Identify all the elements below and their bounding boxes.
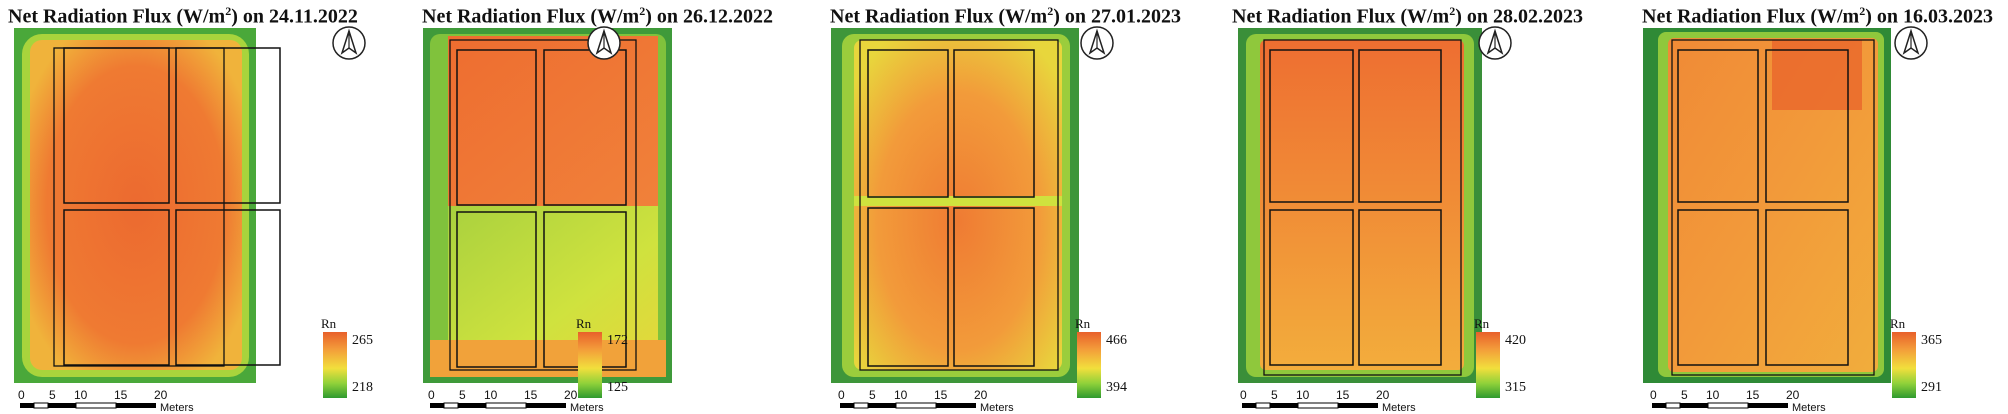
map-panel-4: Net Radiation Flux (W/m2) on 28.02.2023 …: [1232, 0, 1632, 414]
map-panel-3: Net Radiation Flux (W/m2) on 27.01.2023 …: [830, 0, 1230, 414]
plot-1: [867, 49, 949, 198]
raster-map: [831, 28, 1079, 383]
plot-3: [63, 209, 170, 366]
map-title: Net Radiation Flux (W/m2) on 28.02.2023: [1232, 4, 1584, 28]
raster-map: [1238, 28, 1482, 383]
raster-map: [423, 28, 672, 383]
plot-1: [1677, 49, 1759, 203]
plot-2: [543, 49, 627, 206]
map-title: Net Radiation Flux (W/m2) on 27.01.2023: [830, 4, 1182, 28]
plot-4: [1765, 209, 1849, 366]
legend-color-bar: [1476, 332, 1500, 398]
study-boundary: [449, 39, 637, 371]
legend-max-label: 172: [607, 333, 628, 348]
legend-title: Rn: [1474, 316, 1490, 331]
legend-title: Rn: [321, 316, 337, 331]
legend-min-label: 125: [607, 380, 628, 395]
field-area: [1668, 38, 1878, 372]
plot-4: [1358, 209, 1442, 366]
legend-color-bar: [323, 332, 347, 398]
study-boundary: [1671, 39, 1875, 376]
north-arrow-icon: [1894, 26, 1928, 60]
map-panel-5: Net Radiation Flux (W/m2) on 16.03.2023 …: [1642, 0, 2008, 414]
legend-title: Rn: [1075, 316, 1091, 331]
plot-2: [1358, 49, 1442, 203]
plot-4: [175, 209, 281, 366]
plot-3: [1677, 209, 1759, 366]
plot-2: [953, 49, 1035, 198]
legend-color-bar: [578, 332, 602, 398]
legend-max-label: 265: [352, 333, 373, 348]
legend-min-label: 394: [1106, 380, 1127, 395]
north-arrow-icon: [587, 26, 621, 60]
study-boundary: [859, 39, 1059, 371]
north-arrow-icon: [332, 26, 366, 60]
map-title: Net Radiation Flux (W/m2) on 16.03.2023: [1642, 4, 1994, 28]
raster-map: [1643, 28, 1891, 383]
plot-3: [1269, 209, 1354, 366]
legend-max-label: 466: [1106, 333, 1127, 348]
legend-min-label: 218: [352, 380, 373, 395]
plot-3: [867, 207, 949, 367]
legend-title: Rn: [576, 316, 592, 331]
legend-title: Rn: [1890, 316, 1906, 331]
map-title: Net Radiation Flux (W/m2) on 24.11.2022: [8, 4, 358, 28]
raster-map: [14, 28, 281, 383]
field-area-upper: [448, 36, 658, 206]
plot-2: [175, 47, 281, 204]
map-title: Net Radiation Flux (W/m2) on 26.12.2022: [422, 4, 774, 28]
field-area: [30, 40, 242, 370]
legend-min-label: 291: [1921, 380, 1942, 395]
study-boundary: [1263, 39, 1462, 376]
north-arrow-icon: [1080, 26, 1114, 60]
legend-color-bar: [1077, 332, 1101, 398]
legend-min-label: 315: [1505, 380, 1526, 395]
plot-1: [456, 49, 537, 206]
plot-1: [1269, 49, 1354, 203]
plot-4: [953, 207, 1035, 367]
plot-1: [63, 47, 170, 204]
plot-3: [456, 211, 537, 368]
map-panel-1: Net Radiation Flux (W/m2) on 24.11.2022 …: [0, 0, 400, 414]
field-area: [1260, 40, 1464, 370]
plot-2: [1765, 49, 1849, 203]
legend-max-label: 365: [1921, 333, 1942, 348]
map-panel-2: Net Radiation Flux (W/m2) on 26.12.2022: [420, 0, 820, 414]
legend-color-bar: [1892, 332, 1916, 398]
legend-max-label: 420: [1505, 333, 1526, 348]
north-arrow-icon: [1478, 26, 1512, 60]
